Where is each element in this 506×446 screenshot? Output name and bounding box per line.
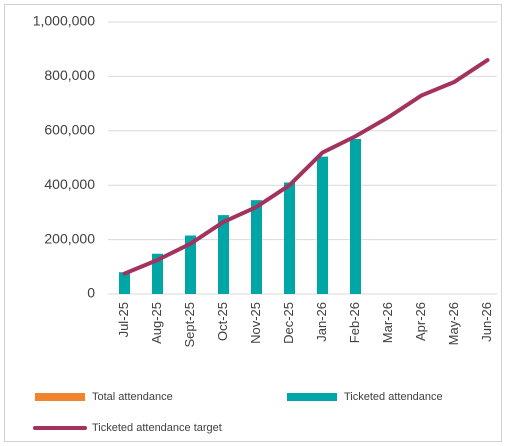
legend-label: Total attendance [92,391,173,403]
x-tick-label: Dec-25 [281,302,296,344]
y-tick-label: 0 [87,285,95,301]
chart-border [4,4,502,442]
x-tick-label: Nov-25 [248,302,263,344]
x-tick-label: Oct-25 [215,302,230,341]
x-tick-label: May-26 [446,302,461,345]
legend-swatch [287,393,337,401]
y-tick-label: 800,000 [44,67,95,83]
bar [119,272,130,294]
x-tick-label: Jul-25 [116,302,131,337]
y-tick-label: 400,000 [44,176,95,192]
y-tick-label: 600,000 [44,122,95,138]
legend-label: Ticketed attendance target [92,422,222,434]
x-tick-label: Aug-25 [149,302,164,344]
bar [350,138,361,294]
bar [284,182,295,294]
x-tick-label: Jun-26 [479,302,494,342]
legend-label: Ticketed attendance [344,391,443,403]
x-tick-label: Apr-26 [413,302,428,341]
line [122,58,490,276]
bar [251,200,262,294]
x-tick-label: Mar-26 [380,302,395,343]
x-tick-label: Feb-26 [347,302,362,343]
x-tick-label: Sept-25 [182,302,197,348]
bar [218,215,229,294]
bar [317,156,328,294]
y-tick-label: 200,000 [44,230,95,246]
x-tick-label: Jan-26 [314,302,329,342]
y-tick-label: 1,000,000 [33,13,95,29]
bar [185,235,196,294]
bar [152,253,163,294]
legend-swatch [35,393,85,401]
